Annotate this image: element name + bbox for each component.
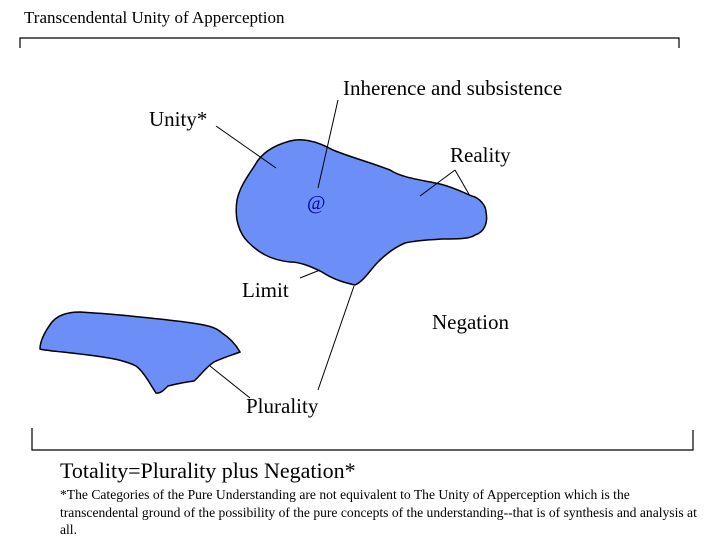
label-limit: Limit bbox=[242, 278, 289, 302]
label-plurality: Plurality bbox=[246, 394, 319, 418]
large-blob bbox=[235, 138, 488, 286]
top-bracket bbox=[19, 37, 680, 48]
label-unity: Unity* bbox=[149, 107, 208, 131]
reality-leader-line-1 bbox=[419, 169, 456, 197]
label-negation: Negation bbox=[432, 310, 509, 334]
negation-leader-line bbox=[317, 285, 355, 391]
footnote: *The Categories of the Pure Understandin… bbox=[60, 487, 697, 537]
bottom-bracket bbox=[31, 428, 694, 451]
reality-leader-line-2 bbox=[454, 169, 471, 197]
totality-statement: Totality=Plurality plus Negation* bbox=[60, 458, 356, 483]
at-symbol-marker: @ bbox=[307, 192, 326, 214]
small-blob bbox=[39, 311, 242, 394]
label-inherence-and-subsistence: Inherence and subsistence bbox=[343, 76, 563, 100]
unity-leader-line bbox=[215, 125, 277, 169]
label-reality: Reality bbox=[450, 143, 511, 167]
limit-leader-line bbox=[299, 269, 321, 279]
page-title: Transcendental Unity of Apperception bbox=[24, 8, 285, 27]
plurality-leader-line bbox=[209, 365, 251, 399]
inherence-leader-line bbox=[317, 99, 339, 189]
